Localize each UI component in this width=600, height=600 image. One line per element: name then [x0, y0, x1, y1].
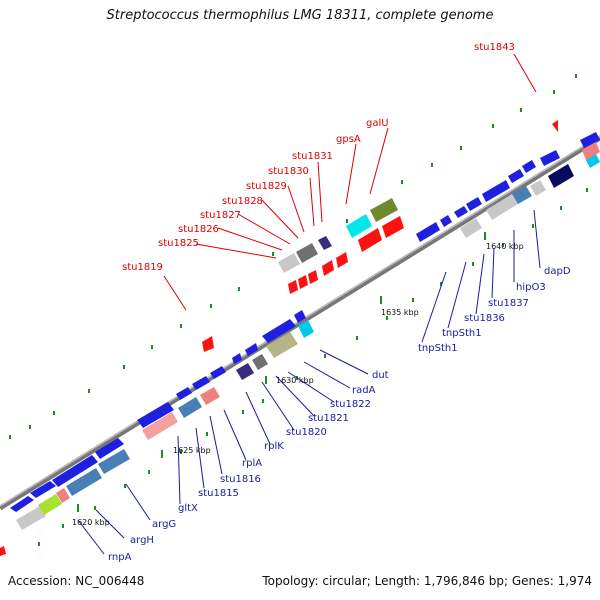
gene-label-stu1820: stu1820 — [286, 427, 327, 438]
gene-arrow — [232, 353, 242, 364]
tick-label-1635: 1635 kbp — [381, 308, 419, 317]
gene-arrow — [508, 169, 524, 183]
kbp-ticks — [77, 232, 486, 512]
gene-arrow — [382, 216, 404, 238]
gene-label-dut: dut — [372, 370, 389, 381]
gene-arrow — [192, 376, 210, 390]
gene-label-stu1827: stu1827 — [200, 210, 241, 221]
gene-label-tnpSth1-b: tnpSth1 — [418, 343, 458, 354]
gene-label-stu1843: stu1843 — [474, 42, 515, 53]
reverse-strand-genes — [0, 120, 558, 556]
forward-strand-genes — [10, 132, 600, 512]
gene-label-stu1826: stu1826 — [178, 224, 219, 235]
gene-arrow — [308, 270, 318, 284]
gene-label-argG: argG — [152, 519, 176, 530]
gene-label-gltX: gltX — [178, 503, 198, 514]
gene-arrow — [262, 319, 296, 343]
gene-arrow — [416, 222, 440, 242]
gene-label-argH: argH — [130, 535, 154, 546]
gene-arrow — [137, 402, 174, 428]
gene-label-stu1830: stu1830 — [268, 166, 309, 177]
gene-label-stu1837: stu1837 — [488, 298, 529, 309]
gene-arrow — [30, 481, 56, 498]
gene-arrow — [358, 228, 382, 252]
outer-ticks-lower — [38, 188, 588, 546]
tick-label-1620: 1620 kbp — [72, 518, 110, 527]
gene-arrow — [294, 310, 306, 323]
gene-label-stu1816: stu1816 — [220, 474, 261, 485]
gene-label-rplK: rplK — [264, 441, 284, 452]
gene-arrow — [522, 160, 536, 173]
bottom-label-leaders — [77, 209, 541, 555]
gene-arrow — [202, 336, 214, 352]
gene-arrow — [580, 132, 600, 148]
gene-label-dapD: dapD — [544, 266, 571, 277]
gene-arrow — [482, 180, 510, 202]
gene-label-galU: galU — [366, 118, 389, 129]
gene-label-stu1821: stu1821 — [308, 413, 349, 424]
gene-label-rnpA: rnpA — [108, 552, 132, 563]
gene-arrow — [466, 197, 482, 211]
top-label-leaders — [163, 53, 537, 311]
gene-arrow — [336, 252, 348, 268]
gene-label-tnpSth1-a: tnpSth1 — [442, 328, 482, 339]
genome-stats-text: Topology: circular; Length: 1,796,846 bp… — [262, 574, 592, 588]
gene-arrow — [440, 215, 452, 227]
gene-arrow — [288, 280, 298, 294]
gene-arrow — [52, 455, 98, 487]
gene-label-radA: radA — [352, 385, 376, 396]
gene-label-stu1829: stu1829 — [246, 181, 287, 192]
gene-label-stu1836: stu1836 — [464, 313, 505, 324]
accession-text: Accession: NC_006448 — [8, 574, 145, 588]
gene-arrow — [322, 260, 334, 276]
gene-label-gpsA: gpsA — [336, 134, 361, 145]
gene-label-rplA: rplA — [242, 458, 262, 469]
tick-label-1625: 1625 kbp — [173, 446, 211, 455]
gene-arrow — [540, 150, 560, 166]
gene-label-stu1828: stu1828 — [222, 196, 263, 207]
gene-arrow — [0, 546, 6, 556]
gene-label-hipO3: hipO3 — [516, 282, 546, 293]
gene-arrow — [10, 496, 34, 512]
gene-label-stu1831: stu1831 — [292, 151, 333, 162]
gene-arrow — [210, 366, 226, 379]
gene-label-stu1819: stu1819 — [122, 262, 163, 273]
gene-label-stu1822: stu1822 — [330, 399, 371, 410]
tick-label-1640: 1640 kbp — [486, 242, 524, 251]
genome-backbone — [0, 135, 600, 511]
gene-arrow — [298, 275, 308, 289]
gene-arrow — [176, 387, 192, 400]
gene-arrow — [245, 343, 258, 356]
gene-label-stu1825: stu1825 — [158, 238, 199, 249]
gene-label-stu1815: stu1815 — [198, 488, 239, 499]
forward-strand-row2 — [16, 142, 600, 530]
tick-label-1630: 1630 kbp — [276, 376, 314, 385]
gene-arrow — [552, 120, 558, 132]
outer-ticks-upper — [9, 74, 577, 439]
gene-arrow — [95, 438, 124, 459]
map-title: Streptococcus thermophilus LMG 18311, co… — [106, 8, 494, 23]
gene-arrow — [454, 206, 468, 218]
